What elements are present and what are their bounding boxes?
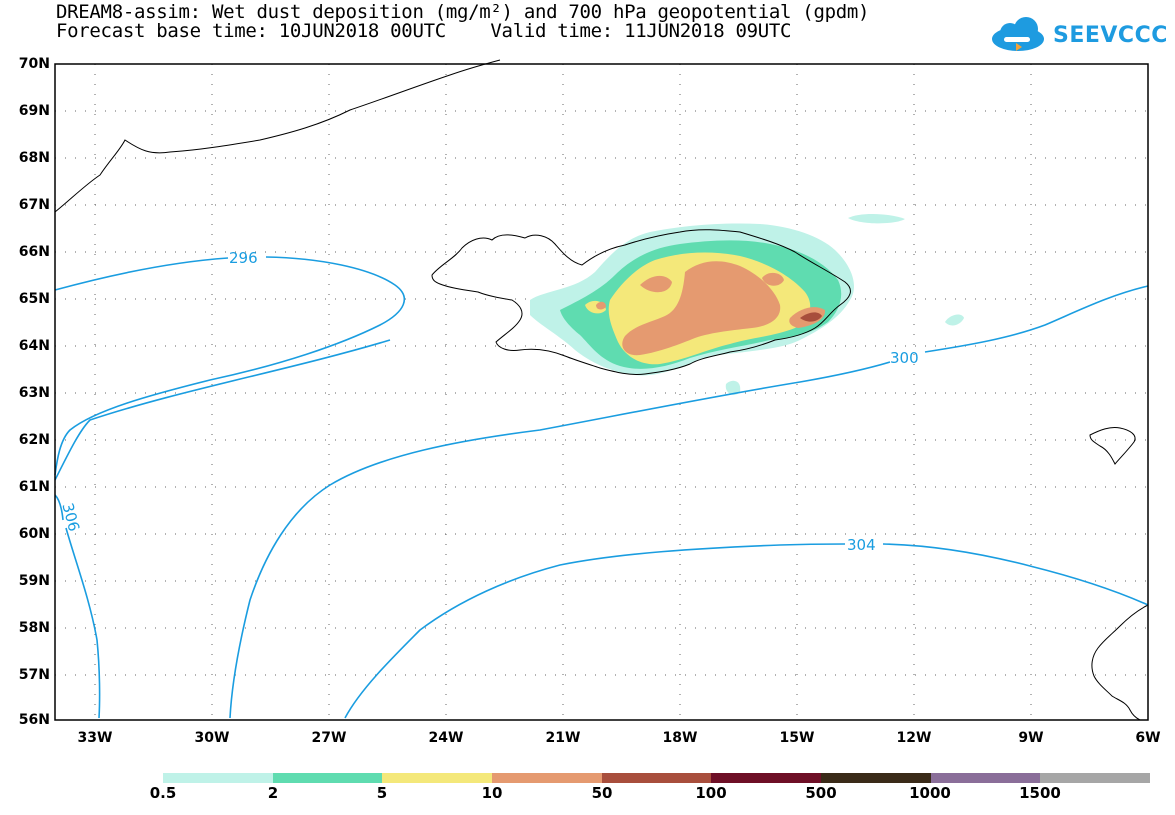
lon-label: 33W xyxy=(77,730,113,746)
faroe-coast xyxy=(1089,427,1136,465)
geopotential-contours xyxy=(54,256,1149,719)
map-frame xyxy=(54,63,1149,721)
contour-300 xyxy=(54,285,1149,719)
lon-label: 21W xyxy=(545,730,581,746)
scotland-coast xyxy=(1091,604,1149,721)
lat-label: 60N xyxy=(18,526,50,542)
contour-label-304: 304 xyxy=(847,536,876,554)
iceland-coast xyxy=(431,229,851,375)
map-title: DREAM8-assim: Wet dust deposition (mg/m²… xyxy=(56,1,870,23)
logo-text: SEEVCCC xyxy=(1053,23,1168,48)
lat-label: 69N xyxy=(18,103,50,119)
lon-label: 18W xyxy=(662,730,698,746)
lat-label: 68N xyxy=(18,150,50,166)
coastlines xyxy=(54,59,1149,721)
lat-label: 65N xyxy=(18,291,50,307)
colorbar-label: 50 xyxy=(591,784,613,802)
dust-deposition-field xyxy=(530,213,964,395)
lon-label: 30W xyxy=(194,730,230,746)
lat-label: 70N xyxy=(18,56,50,72)
colorbar xyxy=(163,773,1151,783)
lon-label: 27W xyxy=(311,730,347,746)
colorbar-segment xyxy=(1040,773,1151,783)
contour-304 xyxy=(344,543,1149,719)
lat-label: 57N xyxy=(18,667,50,683)
contour-label-300: 300 xyxy=(890,349,919,367)
lat-label: 61N xyxy=(18,479,50,495)
colorbar-label: 1000 xyxy=(909,784,951,802)
colorbar-label: 100 xyxy=(695,784,727,802)
contour-label-296: 296 xyxy=(229,249,258,267)
lon-label: 24W xyxy=(428,730,464,746)
seevccc-logo xyxy=(992,17,1044,51)
colorbar-segment xyxy=(382,773,493,783)
lat-label: 63N xyxy=(18,385,50,401)
colorbar-segment xyxy=(821,773,931,783)
lon-label: 9W xyxy=(1018,730,1044,746)
contour-296 xyxy=(54,256,406,476)
colorbar-label: 1500 xyxy=(1019,784,1061,802)
lat-label: 56N xyxy=(18,712,50,728)
greenland-coast xyxy=(54,59,501,213)
colorbar-label: 10 xyxy=(481,784,503,802)
colorbar-segment xyxy=(492,773,602,783)
lat-label: 59N xyxy=(18,573,50,589)
lon-label: 12W xyxy=(896,730,932,746)
colorbar-label: 0.5 xyxy=(149,784,177,802)
cloud-icon xyxy=(992,17,1044,51)
colorbar-segment xyxy=(601,773,712,783)
lat-label: 62N xyxy=(18,432,50,448)
lat-label: 58N xyxy=(18,620,50,636)
lat-label: 64N xyxy=(18,338,50,354)
colorbar-segment xyxy=(163,773,273,783)
lon-label: 15W xyxy=(779,730,815,746)
lat-label: 67N xyxy=(18,197,50,213)
contour-306 xyxy=(54,494,101,719)
contour-label-306: 306 xyxy=(58,501,83,533)
map-subtitle: Forecast base time: 10JUN2018 00UTC Vali… xyxy=(56,20,792,42)
lon-label: 6W xyxy=(1135,730,1161,746)
colorbar-segment xyxy=(272,773,383,783)
lat-label: 66N xyxy=(18,244,50,260)
colorbar-label: 5 xyxy=(376,784,388,802)
colorbar-segment xyxy=(711,773,822,783)
graticule xyxy=(55,64,1148,720)
colorbar-label: 2 xyxy=(267,784,279,802)
colorbar-label: 500 xyxy=(805,784,837,802)
colorbar-segment xyxy=(930,773,1041,783)
contour-labels: 296 300 304 306 xyxy=(58,249,918,554)
